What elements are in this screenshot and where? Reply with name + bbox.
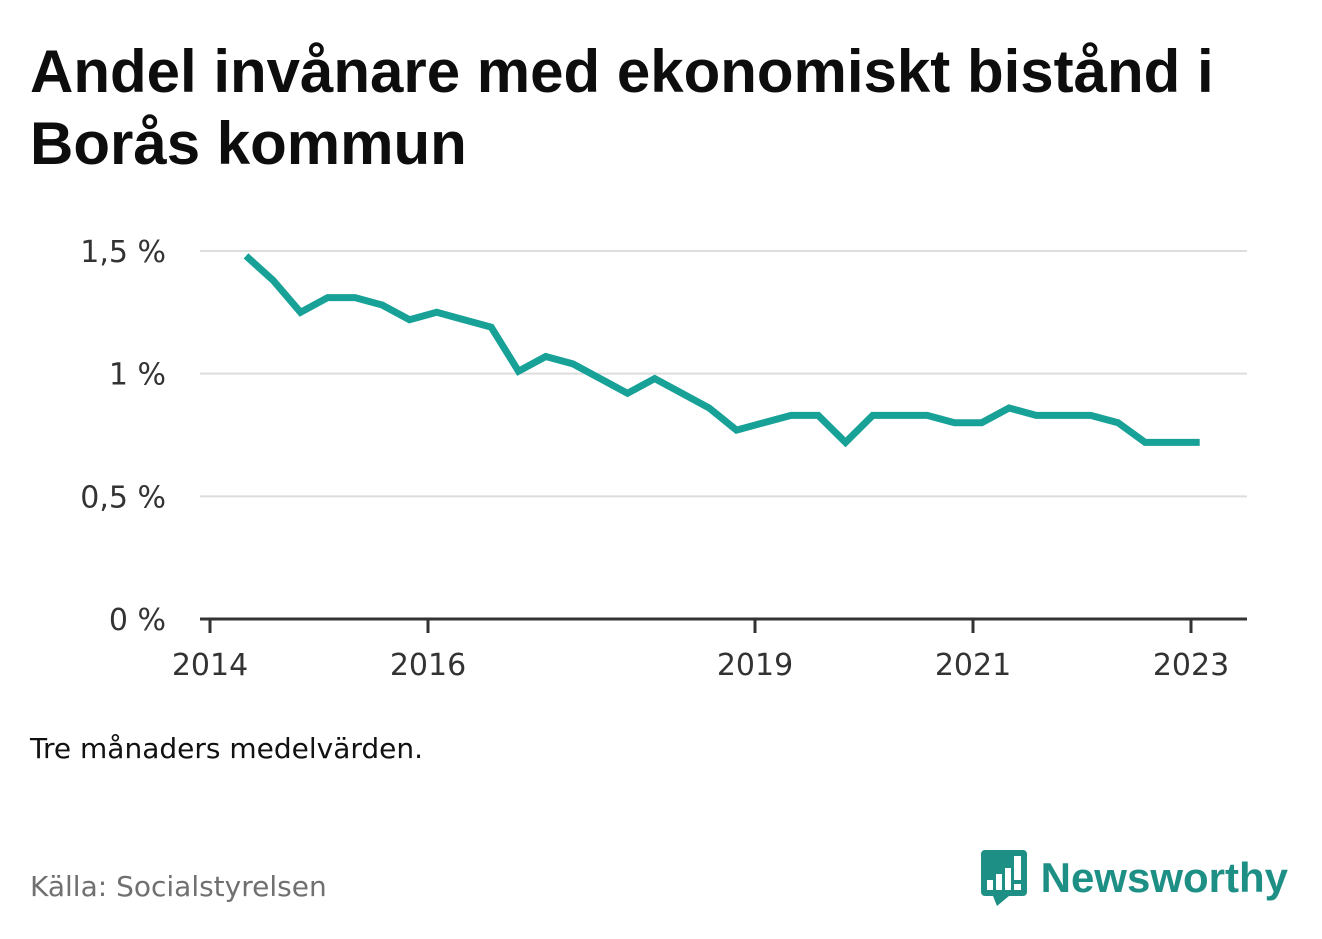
data-series bbox=[243, 253, 1200, 448]
y-tick-label: 1 % bbox=[109, 358, 166, 393]
x-axis: 2014 2016 2019 2021 2023 bbox=[172, 617, 1247, 683]
brand-name: Newsworthy bbox=[1040, 854, 1288, 901]
chart-note: Tre månaders medelvärden. bbox=[30, 732, 424, 765]
x-tick-label: 2014 bbox=[172, 648, 248, 683]
series-line bbox=[243, 253, 1200, 448]
x-tick-label: 2023 bbox=[1153, 648, 1229, 683]
brand-logo: Newsworthy bbox=[979, 848, 1288, 908]
y-tick-label: 0 % bbox=[109, 603, 166, 638]
newsworthy-logo-icon bbox=[980, 850, 1027, 906]
line-chart: 0 % 0,5 % 1 % 1,5 % 2014 2016 2019 2021 2023 bbox=[80, 235, 1247, 683]
x-tick-label: 2021 bbox=[935, 648, 1011, 683]
gridlines bbox=[200, 250, 1247, 498]
y-axis-ticks: 0 % 0,5 % 1 % 1,5 % bbox=[80, 235, 166, 638]
y-tick-label: 0,5 % bbox=[80, 480, 166, 515]
y-tick-label: 1,5 % bbox=[80, 235, 166, 270]
source-label: Källa: Socialstyrelsen bbox=[30, 870, 327, 903]
chart-title: Andel invånare med ekonomiskt bistånd i … bbox=[30, 38, 1214, 177]
x-tick-label: 2016 bbox=[390, 648, 466, 683]
x-tick-label: 2019 bbox=[717, 648, 793, 683]
